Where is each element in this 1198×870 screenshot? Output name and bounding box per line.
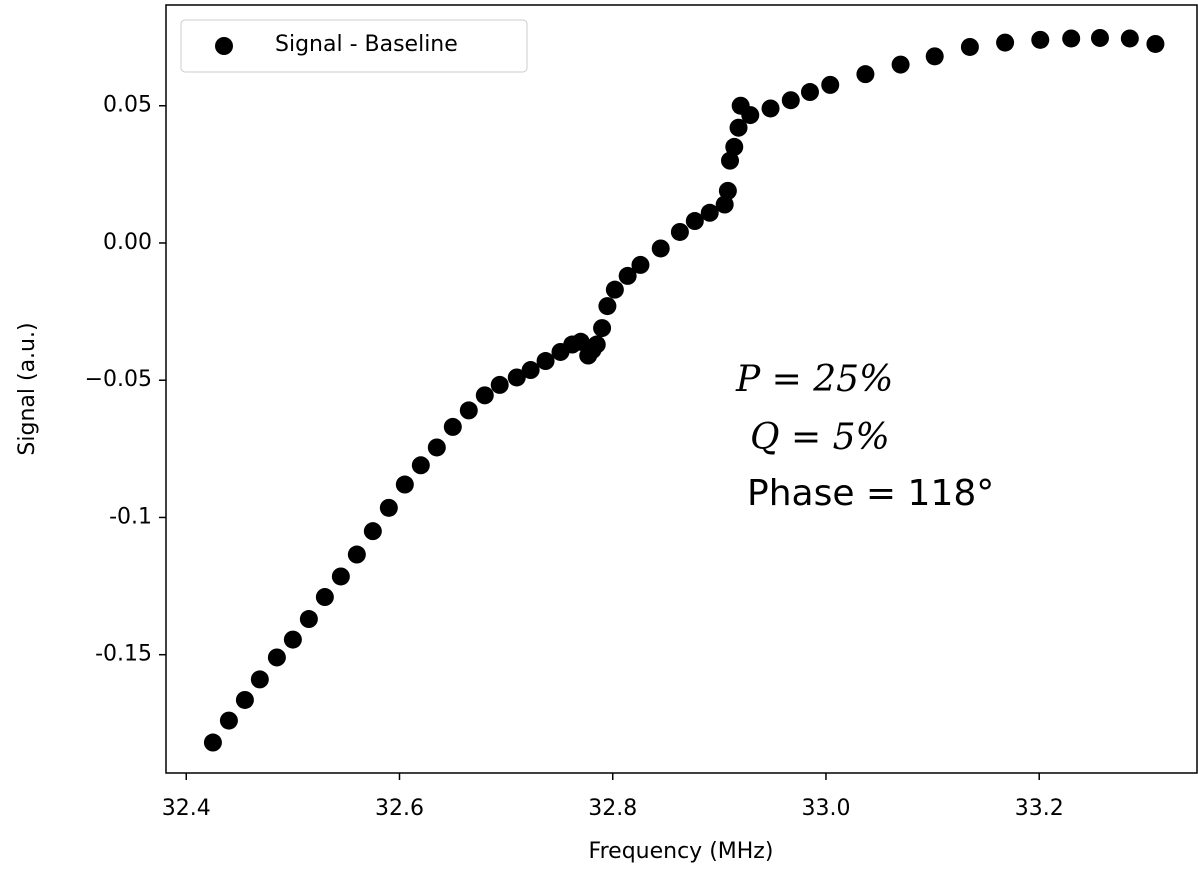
data-point	[235, 690, 254, 709]
data-point	[411, 456, 430, 475]
data-point	[459, 401, 478, 420]
data-point	[1146, 34, 1165, 53]
data-point	[700, 203, 719, 222]
data-point	[203, 733, 222, 752]
data-point	[250, 670, 269, 689]
data-point	[443, 417, 462, 436]
data-point	[741, 106, 760, 125]
data-point	[587, 335, 606, 354]
data-point	[490, 375, 509, 394]
legend-marker	[215, 37, 233, 55]
plot-frame	[165, 4, 1198, 774]
data-point	[363, 522, 382, 541]
data-point	[761, 99, 780, 118]
data-point	[729, 118, 748, 137]
data-point	[593, 319, 612, 338]
data-point	[219, 711, 238, 730]
data-point	[718, 181, 737, 200]
legend-label: Signal - Baseline	[275, 32, 458, 57]
data-point	[856, 65, 875, 84]
data-point	[1120, 29, 1139, 48]
data-point	[670, 222, 689, 241]
y-tick-label: 0.00	[103, 230, 152, 255]
y-tick-label: -0.1	[109, 504, 152, 529]
data-point	[631, 255, 650, 274]
data-point	[331, 567, 350, 586]
data-point	[781, 91, 800, 110]
y-tick-label: −0.05	[85, 367, 152, 392]
data-point	[996, 33, 1015, 52]
data-point	[315, 588, 334, 607]
x-tick-label: 32.6	[375, 796, 424, 821]
y-tick-label: 0.05	[103, 93, 152, 118]
data-point	[1031, 30, 1050, 49]
data-point	[685, 212, 704, 231]
data-point	[475, 386, 494, 405]
data-point	[715, 195, 734, 214]
data-point	[521, 361, 540, 380]
data-point	[427, 438, 446, 457]
data-point	[507, 368, 526, 387]
data-point	[379, 498, 398, 517]
annotation: P = 25%	[735, 359, 893, 400]
data-point	[925, 47, 944, 66]
y-axis-label: Signal (a.u.)	[15, 322, 40, 455]
x-axis-label: Frequency (MHz)	[589, 839, 774, 864]
legend-box	[180, 19, 528, 73]
annotation: Q = 5%	[750, 417, 890, 458]
x-tick-label: 33.2	[1015, 796, 1064, 821]
data-point	[536, 352, 555, 371]
y-tick-label: -0.15	[95, 642, 152, 667]
data-point	[598, 297, 617, 316]
data-point	[960, 37, 979, 56]
data-point	[347, 545, 366, 564]
data-point	[395, 475, 414, 494]
data-point	[821, 75, 840, 94]
x-tick-label: 32.4	[162, 796, 211, 821]
data-point	[725, 137, 744, 156]
data-point	[283, 630, 302, 649]
data-point	[651, 239, 670, 258]
annotation: Phase = 118°	[747, 473, 994, 514]
data-point	[891, 55, 910, 74]
data-point	[1090, 28, 1109, 47]
data-point	[800, 83, 819, 102]
data-point	[721, 151, 740, 170]
data-point	[618, 266, 637, 285]
x-tick-label: 33.0	[801, 796, 850, 821]
data-point	[299, 610, 318, 629]
data-point	[605, 280, 624, 299]
data-point	[267, 648, 286, 667]
data-point	[1062, 29, 1081, 48]
x-tick-label: 32.8	[588, 796, 637, 821]
